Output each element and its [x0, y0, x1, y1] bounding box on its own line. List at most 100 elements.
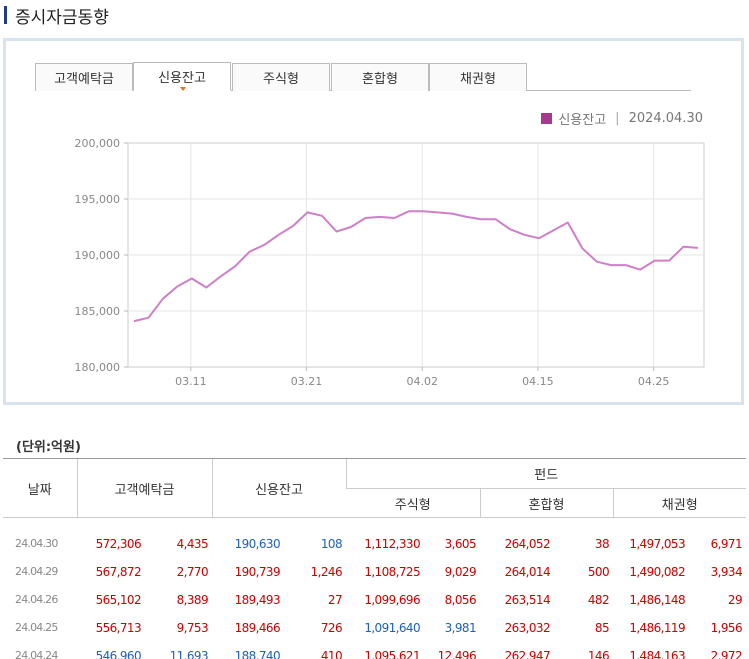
row-date: 24.04.30 [15, 537, 58, 551]
tab-mixed-fund[interactable]: 혼합형 [331, 63, 429, 91]
cell-bdc: 3,934 [710, 564, 743, 579]
header-fund: 펀드 [345, 458, 746, 489]
cell-crc: 108 [320, 536, 343, 551]
tab-label: 혼합형 [362, 72, 398, 87]
cell-mx: 264,014 [504, 564, 551, 579]
legend-separator: | [615, 111, 620, 126]
header-bond: 채권형 [612, 488, 746, 518]
cell-bd: 1,490,082 [629, 564, 685, 579]
table-row: 24.04.24 546,960 11,693 188,740 410 1,095,621… [3, 642, 746, 659]
tab-bond-fund[interactable]: 채권형 [429, 63, 527, 91]
row-date: 24.04.29 [15, 565, 58, 578]
row-date: 24.04.26 [15, 593, 58, 606]
cell-bd: 1,486,119 [629, 620, 685, 635]
cell-dep: 572,306 [95, 536, 142, 551]
cell-bd: 1,486,148 [629, 592, 685, 607]
cell-crc: 410 [320, 648, 343, 659]
cell-cr: 190,630 [234, 536, 281, 551]
credit-balance-series-line [133, 210, 699, 323]
page-title-text: 증시자금동향 [15, 7, 109, 28]
cell-st: 1,095,621 [364, 648, 420, 659]
tab-label: 채권형 [460, 72, 496, 87]
cell-mxc: 146 [587, 648, 610, 659]
legend-series-name: 신용잔고 [558, 113, 607, 128]
table-row: 24.04.25 556,713 9,753 189,466 726 1,091,640 3… [3, 614, 746, 642]
cell-mx: 262,947 [504, 648, 551, 659]
cell-depc: 11,693 [169, 648, 209, 659]
chart-legend: 신용잔고 | 2024.04.30 [541, 109, 703, 128]
header-credit-balance: 신용잔고 [211, 458, 346, 518]
cell-depc: 8,389 [176, 592, 209, 607]
cell-mxc: 482 [587, 592, 610, 607]
y-tick-label: 190,000 [75, 249, 121, 262]
cell-bdc: 29 [727, 592, 743, 607]
table-row: 24.04.30 572,306 4,435 190,630 108 1,112,330 3… [3, 518, 746, 558]
header-customer-deposit: 고객예탁금 [76, 458, 212, 518]
title-bar [4, 6, 7, 24]
cell-stc: 3,605 [444, 536, 477, 551]
cell-crc: 27 [327, 592, 343, 607]
cell-bdc: 6,971 [710, 536, 743, 551]
cell-mx: 264,052 [504, 536, 551, 551]
cell-mx: 263,514 [504, 592, 551, 607]
unit-label: (단위:억원) [16, 440, 81, 455]
tab-credit-balance[interactable]: 신용잔고 [133, 62, 231, 91]
cell-bdc: 1,956 [710, 620, 743, 635]
cell-depc: 2,770 [176, 564, 209, 579]
tab-label: 고객예탁금 [54, 72, 114, 87]
cell-mxc: 500 [587, 564, 610, 579]
cell-cr: 189,493 [234, 592, 281, 607]
x-tick-label: 04.02 [406, 375, 438, 388]
tab-stock-fund[interactable]: 주식형 [232, 63, 330, 91]
cell-stc: 12,496 [437, 648, 477, 659]
cell-depc: 4,435 [176, 536, 209, 551]
y-tick-label: 180,000 [75, 361, 121, 374]
cell-crc: 726 [320, 620, 343, 635]
cell-dep: 567,872 [95, 564, 142, 579]
legend-date: 2024.04.30 [628, 111, 703, 126]
cell-crc: 1,246 [310, 564, 343, 579]
cell-dep: 546,960 [95, 648, 142, 659]
cell-mx: 263,032 [504, 620, 551, 635]
page-title: 증시자금동향 [4, 4, 109, 28]
chart-panel: 고객예탁금 신용잔고 주식형 혼합형 채권형 신용잔고 | 2024.04.30… [3, 38, 744, 405]
y-tick-label: 195,000 [75, 193, 121, 206]
fund-flow-table: 날짜 고객예탁금 신용잔고 펀드 주식형 혼합형 채권형 24.04.30 572… [3, 458, 746, 659]
cell-st: 1,108,725 [364, 564, 420, 579]
tab-customer-deposit[interactable]: 고객예탁금 [35, 63, 133, 91]
cell-bd: 1,497,053 [629, 536, 685, 551]
cell-mxc: 85 [594, 620, 610, 635]
cell-stc: 8,056 [444, 592, 477, 607]
cell-st: 1,091,640 [364, 620, 420, 635]
active-tab-caret-icon [180, 87, 186, 91]
cell-depc: 9,753 [176, 620, 209, 635]
row-date: 24.04.25 [15, 621, 58, 634]
cell-dep: 565,102 [95, 592, 142, 607]
cell-dep: 556,713 [95, 620, 142, 635]
y-tick-label: 200,000 [75, 137, 121, 150]
x-tick-label: 03.21 [291, 375, 323, 388]
y-tick-label: 185,000 [75, 305, 121, 318]
cell-cr: 190,739 [234, 564, 281, 579]
tab-label: 주식형 [263, 72, 299, 87]
legend-swatch [541, 113, 553, 124]
cell-mxc: 38 [594, 536, 610, 551]
header-stock: 주식형 [346, 488, 480, 518]
x-tick-label: 04.15 [522, 375, 554, 388]
table-row: 24.04.26 565,102 8,389 189,493 27 1,099,696 8,… [3, 586, 746, 614]
cell-bd: 1,484,163 [629, 648, 685, 659]
cell-st: 1,099,696 [364, 592, 420, 607]
x-tick-label: 04.25 [638, 375, 670, 388]
cell-stc: 3,981 [444, 620, 477, 635]
table-body: 24.04.30 572,306 4,435 190,630 108 1,112,330 3… [3, 518, 746, 659]
cell-cr: 188,740 [234, 648, 281, 659]
tab-bar: 고객예탁금 신용잔고 주식형 혼합형 채권형 [35, 61, 691, 91]
header-date: 날짜 [3, 458, 77, 518]
cell-stc: 9,029 [444, 564, 477, 579]
cell-st: 1,112,330 [364, 536, 420, 551]
x-tick-label: 03.11 [175, 375, 207, 388]
table-row: 24.04.29 567,872 2,770 190,739 1,246 1,108,72… [3, 558, 746, 586]
credit-balance-line-chart: 200,000 195,000 190,000 185,000 180,000 03.11… [75, 137, 705, 388]
tab-label: 신용잔고 [158, 71, 206, 86]
cell-bdc: 2,972 [710, 648, 743, 659]
